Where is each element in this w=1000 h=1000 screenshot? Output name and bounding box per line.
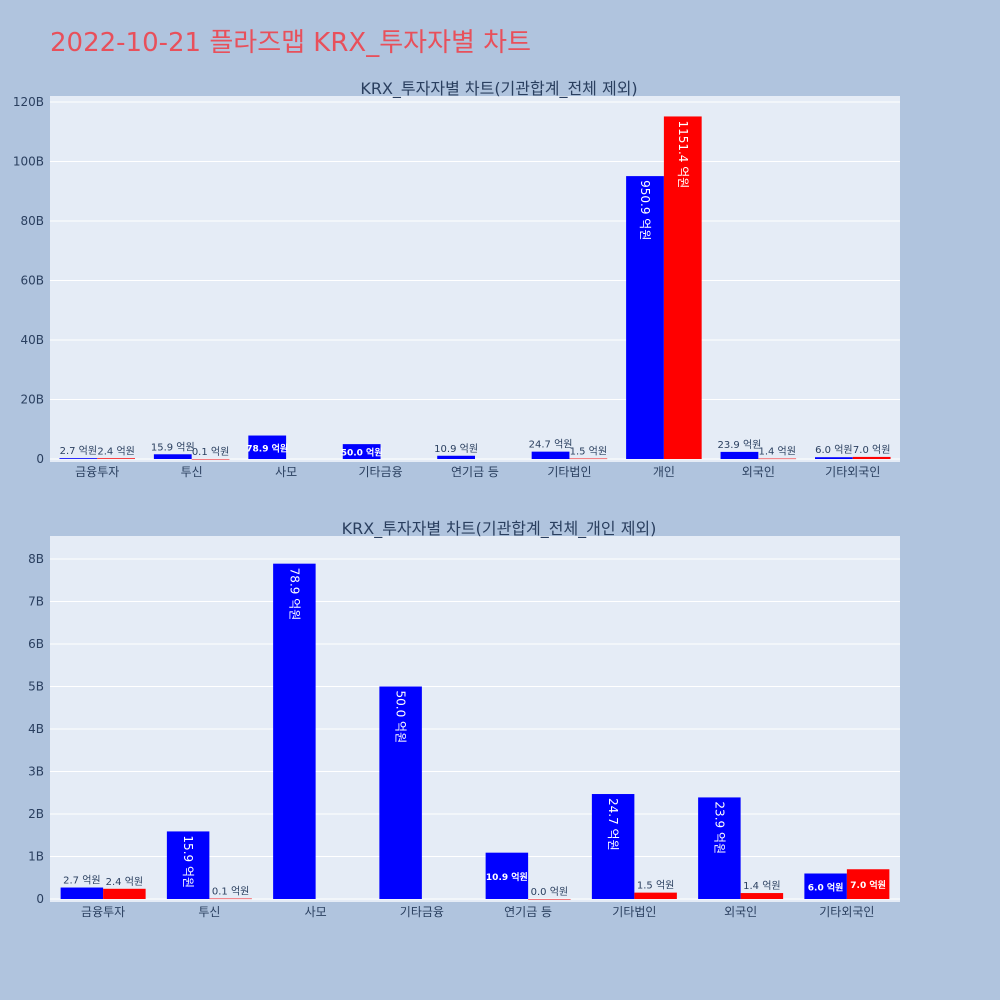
- bar: [209, 898, 252, 900]
- chart-title: KRX_투자자별 차트(기관합계_전체_개인 제외): [342, 519, 657, 539]
- bar-label: 0.0 억원: [531, 886, 568, 898]
- bar: [97, 458, 135, 459]
- bar-label: 24.7 억원: [529, 439, 573, 451]
- bar: [60, 887, 104, 899]
- bar-label: 23.9 억원: [718, 439, 762, 451]
- bar: [569, 458, 608, 460]
- plot-area: [50, 96, 900, 462]
- bar: [740, 893, 784, 899]
- bar-label: 10.9 억원: [434, 443, 478, 455]
- bar-label: 15.9 억원: [181, 835, 195, 888]
- y-tick-label: 3B: [28, 765, 44, 779]
- bar: [528, 899, 571, 900]
- bar: [720, 451, 759, 459]
- bar-label: 2.4 억원: [106, 876, 143, 888]
- x-tick-label: 투신: [198, 905, 220, 919]
- bar-label: 50.0 억원: [341, 447, 383, 459]
- bar-label: 2.7 억원: [63, 875, 100, 887]
- x-tick-label: 기타법인: [547, 465, 591, 479]
- bar-label: 1.5 억원: [570, 446, 607, 458]
- bar: [846, 869, 890, 899]
- bar-label: 0.1 억원: [192, 446, 229, 458]
- bar-label: 1.4 억원: [743, 880, 780, 892]
- x-tick-label: 기타금융: [400, 905, 444, 919]
- bar-label: 6.0 억원: [808, 881, 844, 893]
- bar: [342, 444, 381, 459]
- x-tick-label: 기타법인: [612, 905, 656, 919]
- x-tick-label: 개인: [653, 465, 675, 479]
- bar: [273, 563, 316, 899]
- y-tick-label: 5B: [28, 680, 44, 694]
- y-tick-label: 120B: [13, 95, 44, 109]
- x-tick-label: 금융투자: [75, 465, 119, 479]
- y-tick-label: 2B: [28, 807, 44, 821]
- y-tick-label: 20B: [20, 393, 44, 407]
- x-tick-label: 사모: [275, 465, 297, 479]
- y-tick-label: 6B: [28, 637, 44, 651]
- bar: [815, 457, 853, 459]
- bar: [166, 831, 210, 899]
- y-tick-label: 4B: [28, 722, 44, 736]
- bar: [852, 456, 891, 459]
- y-tick-label: 8B: [28, 552, 44, 566]
- x-tick-label: 기타외국인: [825, 465, 880, 479]
- bar: [59, 458, 98, 459]
- x-tick-label: 금융투자: [81, 905, 125, 919]
- y-tick-label: 1B: [28, 850, 44, 864]
- bar: [804, 873, 847, 899]
- x-tick-label: 투신: [181, 465, 203, 479]
- bar-label: 0.1 억원: [212, 886, 249, 898]
- bar-label: 78.9 억원: [246, 442, 288, 454]
- bar-label: 1.4 억원: [758, 446, 795, 458]
- y-tick-label: 0: [36, 452, 44, 466]
- y-tick-label: 100B: [13, 155, 44, 169]
- chart-investor-all: KRX_투자자별 차트(기관합계_전체 제외) 0 20B 40B 60B 80B 100B…: [13, 79, 900, 479]
- y-tick-label: 40B: [20, 333, 44, 347]
- bar: [758, 458, 797, 460]
- bar-label: 50.0 억원: [394, 691, 408, 744]
- bar-label: 1151.4 억원: [676, 120, 690, 188]
- x-tick-label: 연기금 등: [451, 465, 499, 479]
- bar: [191, 458, 230, 460]
- page-title: 2022-10-21 플라즈맵 KRX_투자자별 차트: [50, 28, 532, 58]
- bar-label: 78.9 억원: [287, 568, 301, 621]
- bar-label: 10.9 억원: [486, 871, 528, 883]
- bar: [485, 852, 529, 899]
- bar-label: 15.9 억원: [151, 441, 195, 453]
- bar: [626, 176, 664, 459]
- x-tick-label: 기타외국인: [819, 905, 874, 919]
- y-tick-label: 0: [36, 892, 44, 906]
- y-tick-label: 60B: [20, 274, 44, 288]
- bar-label: 24.7 억원: [606, 798, 620, 851]
- x-tick-label: 외국인: [742, 465, 775, 479]
- bar: [698, 797, 741, 899]
- x-tick-label: 외국인: [724, 905, 757, 919]
- bar-label: 7.0 억원: [853, 444, 890, 456]
- bar-label: 2.4 억원: [97, 445, 134, 457]
- y-tick-label: 7B: [28, 595, 44, 609]
- bar: [531, 451, 570, 459]
- bar: [248, 435, 287, 459]
- bar-label: 950.9 억원: [638, 180, 652, 240]
- bar-label: 6.0 억원: [815, 444, 852, 456]
- x-tick-label: 기타금융: [358, 465, 402, 479]
- bar: [634, 892, 677, 899]
- bar-label: 2.7 억원: [60, 445, 97, 457]
- chart-title: KRX_투자자별 차트(기관합계_전체 제외): [360, 79, 637, 99]
- bar: [591, 794, 635, 899]
- chart-investor-excl-individual: KRX_투자자별 차트(기관합계_전체_개인 제외) 0 1B 2B 3B 4B 5B 6B 7…: [28, 519, 900, 919]
- bar-label: 7.0 억원: [850, 879, 886, 891]
- bar: [379, 686, 422, 899]
- bar-label: 23.9 억원: [712, 801, 726, 854]
- x-tick-label: 연기금 등: [504, 905, 552, 919]
- bar-label: 1.5 억원: [637, 880, 674, 892]
- bar: [103, 888, 146, 899]
- bar: [437, 455, 475, 459]
- bar: [153, 454, 192, 459]
- y-tick-label: 80B: [20, 214, 44, 228]
- x-tick-label: 사모: [305, 905, 327, 919]
- bar: [663, 116, 702, 459]
